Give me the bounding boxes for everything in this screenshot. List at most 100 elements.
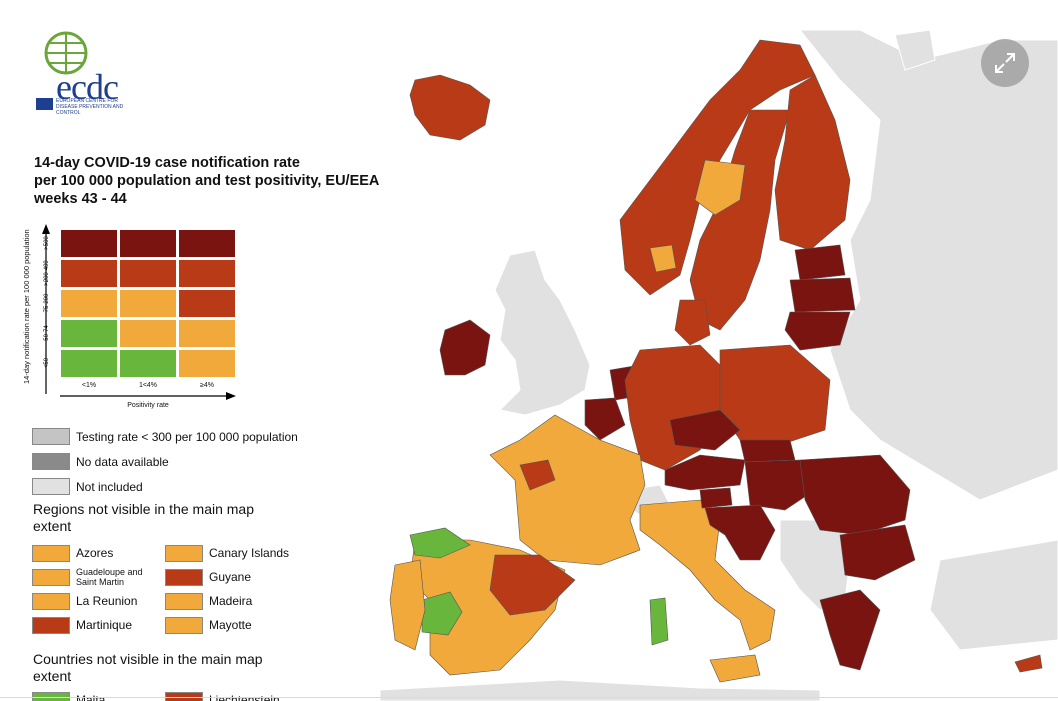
bulgaria bbox=[839, 524, 916, 581]
germany bbox=[624, 344, 721, 471]
croatia bbox=[704, 504, 776, 561]
legend-nodata-label: No data available bbox=[76, 455, 169, 469]
legend-not-included-label: Not included bbox=[76, 480, 143, 494]
fullscreen-button[interactable] bbox=[981, 39, 1029, 87]
matrix-x-axis-title: Positivity rate bbox=[127, 402, 169, 409]
matrix-cell bbox=[60, 259, 118, 288]
bottom-divider bbox=[0, 697, 1058, 698]
matrix-cell bbox=[119, 349, 177, 378]
country-swatch bbox=[165, 692, 203, 701]
sardinia bbox=[649, 597, 669, 646]
romania bbox=[799, 454, 911, 536]
legend-not-included-swatch bbox=[32, 478, 70, 495]
matrix-cell bbox=[119, 319, 177, 348]
austria bbox=[664, 454, 746, 491]
matrix-cell bbox=[60, 349, 118, 378]
matrix-col-label: ≥4% bbox=[200, 382, 214, 389]
matrix-col-label: 1<4% bbox=[138, 382, 158, 389]
iceland bbox=[409, 74, 491, 141]
region-label: Guyane bbox=[209, 570, 252, 584]
ecdc-subtitle: EUROPEAN CENTRE FOR DISEASE PREVENTION A… bbox=[56, 98, 124, 116]
great-britain-land bbox=[494, 249, 591, 416]
expand-arrows-icon bbox=[995, 53, 1015, 73]
matrix-cell bbox=[119, 289, 177, 318]
region-label: Azores bbox=[76, 546, 114, 560]
legend-nodata-swatch bbox=[32, 453, 70, 470]
turkey-land bbox=[929, 539, 1058, 651]
north-africa-land bbox=[379, 679, 821, 701]
eu-flag-icon bbox=[36, 98, 53, 110]
region-label: Mayotte bbox=[209, 618, 252, 632]
portugal bbox=[389, 559, 426, 651]
norway bbox=[619, 39, 816, 296]
spain-green-region-centre bbox=[421, 591, 463, 636]
matrix-row-label: 50-74 bbox=[44, 325, 50, 341]
title-line-3: weeks 43 - 44 bbox=[34, 191, 127, 207]
matrix-col-label: <1% bbox=[81, 382, 97, 389]
non-eu-land bbox=[379, 29, 1058, 701]
finland bbox=[774, 74, 851, 251]
sweden-orange-region bbox=[694, 159, 746, 216]
denmark bbox=[674, 299, 711, 346]
latvia bbox=[789, 277, 856, 313]
region-swatch bbox=[165, 617, 203, 634]
region-swatch bbox=[165, 545, 203, 562]
estonia bbox=[794, 244, 846, 281]
matrix-row-label: >500 bbox=[44, 236, 50, 250]
matrix-cell bbox=[119, 229, 177, 258]
region-label: Canary Islands bbox=[209, 546, 290, 560]
greece bbox=[819, 589, 881, 671]
matrix-row-label: <50 bbox=[44, 357, 50, 369]
map-title: 14-day COVID-19 case notification rate p… bbox=[34, 154, 414, 208]
slovenia bbox=[699, 487, 733, 509]
france-red-region bbox=[519, 459, 556, 491]
norway-orange-region bbox=[649, 244, 677, 273]
russia-land bbox=[798, 29, 1058, 501]
legend-testing-label: Testing rate < 300 per 100 000 populatio… bbox=[76, 430, 298, 444]
region-swatch bbox=[32, 569, 70, 586]
matrix-row-label: >200-499 bbox=[44, 260, 50, 286]
matrix-cell bbox=[178, 229, 236, 258]
matrix-axes bbox=[42, 224, 236, 400]
france bbox=[489, 414, 646, 566]
title-line-1: 14-day COVID-19 case notification rate bbox=[34, 155, 300, 171]
belgium bbox=[584, 397, 626, 441]
spain-green-region-north bbox=[409, 527, 471, 559]
spain-catalonia-red bbox=[489, 554, 576, 616]
region-label: La Reunion bbox=[76, 594, 138, 608]
ecdc-logo: ecdc EUROPEAN CENTRE FOR DISEASE PREVENT… bbox=[36, 28, 146, 118]
sicily bbox=[709, 654, 761, 683]
svalbard-land bbox=[894, 29, 936, 71]
matrix-cell bbox=[60, 289, 118, 318]
regions-heading: Regions not visible in the main map exte… bbox=[33, 501, 255, 534]
globe-logo-icon bbox=[44, 31, 88, 75]
region-swatch bbox=[165, 593, 203, 610]
countries-heading: Countries not visible in the main map ex… bbox=[33, 651, 263, 684]
region-swatch bbox=[32, 545, 70, 562]
matrix-cell bbox=[178, 319, 236, 348]
ecdc-wordmark: ecdc bbox=[56, 67, 119, 107]
ireland bbox=[439, 319, 491, 376]
czechia bbox=[669, 409, 741, 451]
matrix-y-axis-title: 14-day notification rate per 100 000 pop… bbox=[22, 229, 31, 384]
matrix-cell bbox=[178, 259, 236, 288]
region-swatch bbox=[32, 593, 70, 610]
country-swatch bbox=[32, 692, 70, 701]
hungary bbox=[744, 459, 816, 511]
region-swatch bbox=[32, 617, 70, 634]
eu-countries bbox=[389, 39, 1043, 683]
matrix-cell bbox=[178, 289, 236, 318]
matrix-cell bbox=[178, 349, 236, 378]
region-label: Martinique bbox=[76, 618, 133, 632]
slovakia bbox=[739, 439, 796, 463]
matrix-row-label: 75-200 bbox=[44, 293, 50, 313]
matrix-cell bbox=[60, 229, 118, 258]
matrix-cell bbox=[119, 259, 177, 288]
legend-testing-swatch bbox=[32, 428, 70, 445]
region-swatch bbox=[165, 569, 203, 586]
lithuania bbox=[784, 311, 851, 351]
title-line-2: per 100 000 population and test positivi… bbox=[34, 173, 380, 189]
region-label: Guadeloupe and Saint Martin bbox=[76, 567, 143, 587]
region-label: Madeira bbox=[209, 594, 253, 608]
